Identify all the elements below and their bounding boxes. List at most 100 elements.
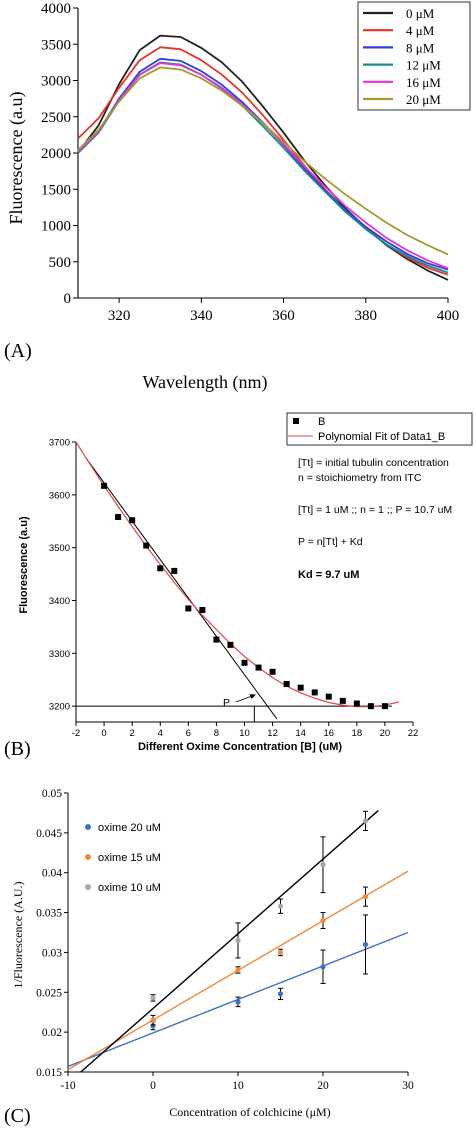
panel-b-data-point <box>185 605 192 612</box>
panel-b-data-point <box>325 693 332 700</box>
panel-b-point-arrow-line <box>235 695 253 703</box>
panel-a-x-tick-label: 400 <box>437 308 460 324</box>
panel-b-note-n-definition: n = stoichiometry from ITC <box>298 472 422 484</box>
panel-c-data-point-3 <box>362 818 369 824</box>
panel-c-legend-marker-3 <box>85 884 91 890</box>
panel-b-x-tick-label: 16 <box>323 728 334 739</box>
panel-b-data-point <box>129 517 136 524</box>
panel-c-data-point-2 <box>277 949 284 956</box>
panel-a-y-tick-label: 4000 <box>41 1 71 17</box>
panel-b-x-tick-label: 14 <box>295 728 306 739</box>
panel-b-x-tick-label: -2 <box>72 728 80 739</box>
panel-b-data-point <box>115 514 122 521</box>
panel-b-data-point <box>339 697 346 704</box>
panel-c-data-point-3 <box>320 862 326 868</box>
panel-c-legend: oxime 20 uM oxime 15 uM oxime 10 uM <box>85 822 161 894</box>
panel-b-data-point <box>157 565 164 572</box>
panel-b-data-point <box>199 607 206 613</box>
panel-a-legend-box <box>357 1 471 111</box>
panel-b-tangent-line <box>85 457 278 720</box>
panel-a-plot-area: 0 500 1000 1500 2000 2500 3000 3500 4000 320 340 36… <box>41 1 459 324</box>
panel-b-y-axis-label: Fluorescence (a.u) <box>18 516 30 614</box>
panel-b-x-tick-label: 4 <box>158 728 163 739</box>
panel-c-data-point-3 <box>277 903 284 909</box>
panel-a-label: (A) <box>4 340 32 362</box>
panel-c-x-tick-label: 20 <box>317 1080 329 1092</box>
panel-a-y-tick-label: 2000 <box>41 146 71 162</box>
panel-c-plot-area: 0.015 0.02 0.025 0.03 0.035 0.04 0.045 0.05 -10 0… <box>36 788 414 1092</box>
panel-c-y-tick-label: 0.05 <box>42 788 62 800</box>
panel-c-label: (C) <box>4 1105 31 1127</box>
panel-c-x-tick-label: 10 <box>232 1080 244 1092</box>
panel-b-data-point <box>269 668 276 675</box>
panel-b-data-point <box>255 664 262 671</box>
panel-a-x-tick-label: 340 <box>190 308 213 324</box>
panel-b-data-point <box>367 703 374 710</box>
panel-c-legend-label-3: oxime 10 uM <box>98 882 161 894</box>
panel-b-legend-marker-b <box>293 418 299 424</box>
panel-a-x-tick-label: 360 <box>272 308 295 324</box>
panel-a-x-tick-label: 320 <box>108 308 131 324</box>
panel-b-data-point <box>283 680 290 687</box>
panel-c-data-point-1 <box>150 1023 156 1029</box>
panel-c-data-point-2 <box>320 917 326 924</box>
panel-b-x-tick-label: 12 <box>267 728 278 739</box>
panel-b-annotations: [Tt] = initial tubulin concentration n =… <box>223 457 452 709</box>
panel-c-data-point-1 <box>362 941 369 948</box>
panel-b-data-point <box>171 567 178 574</box>
panel-b-data-point <box>241 659 248 666</box>
panel-a-legend-label-5: 16 μM <box>406 75 441 90</box>
panel-b-point-arrow-head <box>249 694 256 699</box>
panel-b-legend-label-b: B <box>318 416 325 428</box>
panel-c: 0.015 0.02 0.025 0.03 0.035 0.04 0.045 0.05 -10 0… <box>4 788 414 1127</box>
panel-b-x-tick-label: 22 <box>408 728 419 739</box>
panel-a-legend-label-1: 0 μM <box>406 6 435 21</box>
panel-b-x-tick-label: 18 <box>352 728 363 739</box>
panel-a-legend: 0 μM 4 μM 8 μM 12 μM 16 μM 20 μM <box>357 1 471 111</box>
panel-c-fit-line-3 <box>80 810 379 1073</box>
panel-b-data-point <box>227 641 234 648</box>
panel-c-y-tick-label: 0.04 <box>42 868 62 880</box>
panel-a-y-tick-label: 3000 <box>41 74 71 90</box>
panel-b-data-point <box>101 482 108 489</box>
panel-c-x-axis-label: Concentration of colchicine (μM) <box>169 1105 330 1119</box>
panel-a-y-tick-label: 3500 <box>41 37 71 53</box>
panel-b-plot-area: 3200 3300 3400 3500 3600 3700 -2 0 2 4 6 8 10 12 14 16 1… <box>49 438 418 740</box>
panel-a-legend-label-3: 8 μM <box>406 40 435 55</box>
panel-b: 3200 3300 3400 3500 3600 3700 -2 0 2 4 6 8 10 12 14 16 1… <box>4 412 473 760</box>
panel-b-data-point <box>353 700 360 707</box>
panel-b-note-p-equation: P = n[Tt] + Kd <box>298 536 363 548</box>
panel-c-y-tick-label: 0.015 <box>36 1067 62 1079</box>
panel-a-y-axis-label: Fluorescence (a.u) <box>6 92 27 225</box>
panel-c-y-axis-label: 1/Fluorescence (A.U.) <box>11 882 25 989</box>
panel-c-legend-marker-1 <box>85 824 91 830</box>
panel-a-legend-label-4: 12 μM <box>406 58 441 73</box>
panel-b-point-label: P <box>223 697 230 709</box>
panel-b-data-point <box>311 689 318 696</box>
panel-a-y-tick-label: 2500 <box>41 110 71 126</box>
panel-b-x-tick-label: 20 <box>380 728 391 739</box>
panel-b-y-tick-label: 3300 <box>49 649 70 660</box>
panel-b-data-point <box>213 636 220 643</box>
panel-b-x-tick-label: 0 <box>101 728 106 739</box>
panel-b-label: (B) <box>4 738 31 760</box>
panel-c-y-tick-label: 0.025 <box>36 987 62 999</box>
panel-c-data-point-3 <box>150 995 156 1001</box>
panel-b-note-parameters: [Tt] = 1 uM ;; n = 1 ;; P = 10.7 uM <box>298 504 452 516</box>
panel-c-data-point-2 <box>235 967 241 973</box>
panel-a-y-tick-label: 500 <box>49 255 72 271</box>
panel-a-y-tick-label: 1000 <box>41 219 71 235</box>
panel-c-x-tick-label: 0 <box>150 1080 156 1092</box>
panel-c-legend-marker-2 <box>85 854 91 860</box>
panel-c-data-point-2 <box>362 894 369 900</box>
panel-b-x-tick-label: 8 <box>214 728 219 739</box>
panel-c-data-point-1 <box>235 999 241 1005</box>
panel-a-legend-label-2: 4 μM <box>406 23 435 38</box>
panel-b-legend-box <box>286 412 473 446</box>
panel-c-data-point-1 <box>320 964 326 970</box>
panel-b-legend-label-fit: Polynomial Fit of Data1_B <box>318 431 445 443</box>
panel-b-x-tick-label: 10 <box>239 728 250 739</box>
panel-c-legend-label-2: oxime 15 uM <box>98 852 161 864</box>
